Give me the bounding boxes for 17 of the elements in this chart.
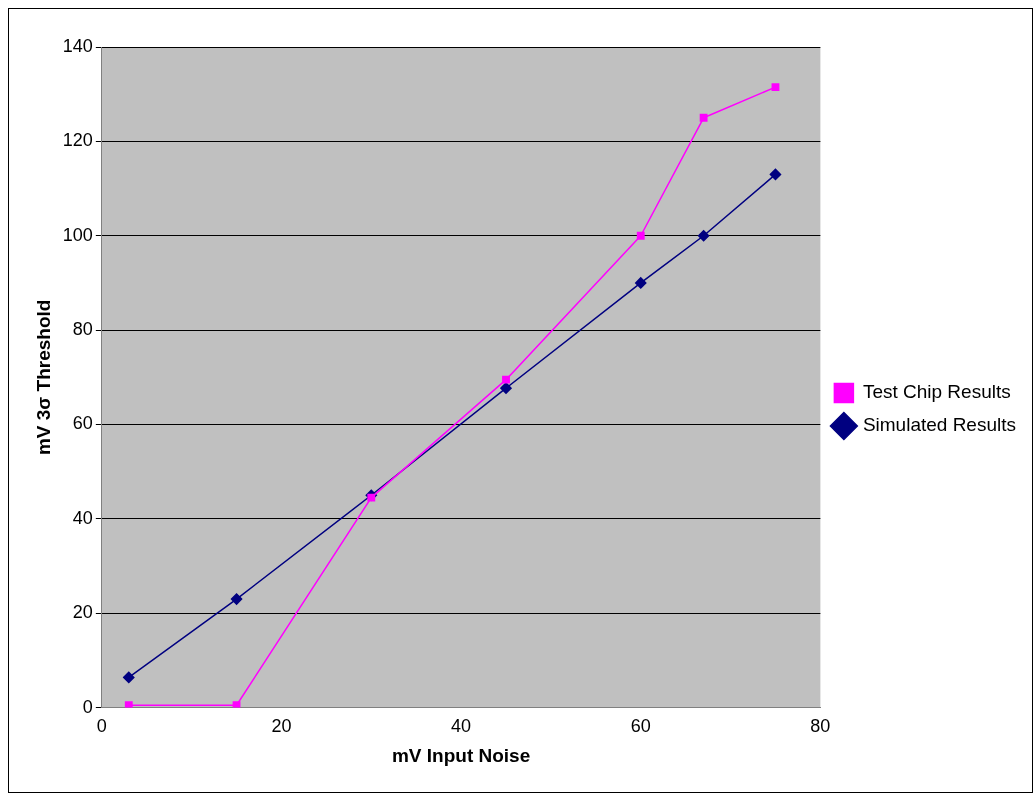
- x-tick-label: 0: [96, 716, 107, 737]
- y-tick-label: 20: [72, 602, 93, 623]
- y-tick-label: 0: [82, 696, 93, 717]
- x-tick-label: 20: [271, 716, 292, 737]
- y-tick-label: 40: [72, 507, 93, 528]
- y-tick-label: 100: [62, 224, 93, 245]
- y-tick-label: 140: [62, 35, 93, 56]
- x-tick-label: 40: [451, 716, 472, 737]
- y-tick-label: 60: [72, 413, 93, 434]
- x-axis-title: mV Input Noise: [391, 744, 531, 766]
- legend-label: Simulated Results: [862, 414, 1016, 436]
- legend-label: Test Chip Results: [862, 381, 1011, 403]
- y-tick-label: 120: [62, 130, 93, 151]
- y-axis-title: mV 3σ Threshold: [32, 299, 54, 456]
- y-tick-label: 80: [72, 319, 93, 340]
- x-tick-label: 80: [810, 716, 831, 737]
- x-tick-label: 60: [630, 716, 651, 737]
